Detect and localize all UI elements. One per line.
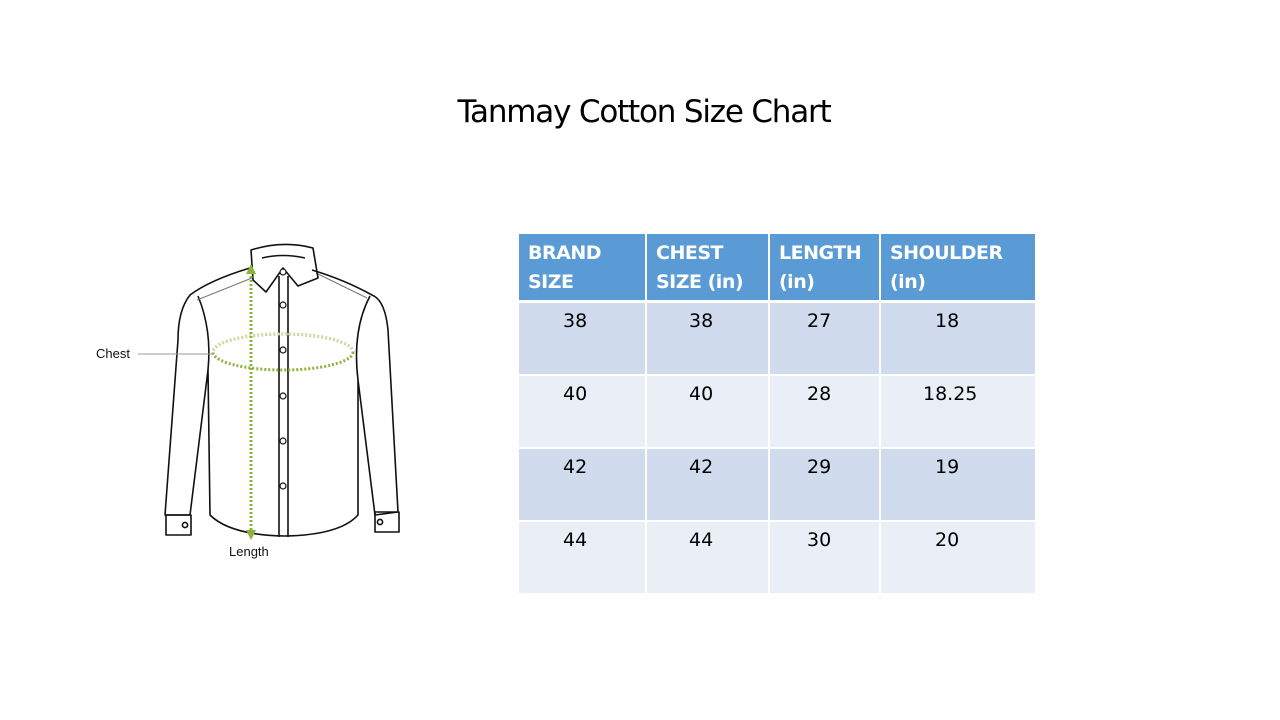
cell-shoulder: 18 (879, 300, 1037, 376)
cell-brand-size: 40 (517, 374, 647, 449)
cell-brand-size: 42 (517, 447, 647, 522)
arrow-up-icon (246, 264, 256, 274)
header-line: BRAND (528, 242, 602, 264)
header-line: LENGTH (779, 242, 862, 264)
cell-brand-size: 44 (517, 520, 647, 595)
length-label: Length (229, 544, 269, 559)
cell-length: 28 (768, 374, 881, 449)
shirt-body (164, 267, 399, 537)
header-line: SHOULDER (890, 242, 1003, 264)
header-line: SIZE (in) (656, 271, 744, 293)
table-row: 42 42 29 19 (517, 447, 1037, 522)
shirt-diagram (138, 243, 400, 540)
chest-label: Chest (96, 346, 130, 361)
header-line: (in) (779, 271, 815, 293)
cell-shoulder: 18.25 (879, 374, 1037, 449)
header-line: CHEST (656, 242, 723, 264)
cell-brand-size: 38 (517, 300, 647, 376)
header-chest-size: CHEST SIZE (in) (645, 232, 770, 303)
table-header-row: BRAND SIZE CHEST SIZE (in) LENGTH (in) SHOU… (517, 232, 1037, 303)
cell-length: 29 (768, 447, 881, 522)
cell-chest: 44 (645, 520, 770, 595)
page-title: Tanmay Cotton Size Chart (457, 94, 831, 130)
header-brand-size: BRAND SIZE (517, 232, 647, 303)
header-length: LENGTH (in) (768, 232, 881, 303)
arrow-down-icon (246, 530, 256, 540)
size-table: BRAND SIZE CHEST SIZE (in) LENGTH (in) SHOU… (517, 232, 1037, 595)
cell-chest: 40 (645, 374, 770, 449)
table-row: 38 38 27 18 (517, 300, 1037, 376)
cell-length: 30 (768, 520, 881, 595)
cell-chest: 42 (645, 447, 770, 522)
cell-length: 27 (768, 300, 881, 376)
cell-shoulder: 20 (879, 520, 1037, 595)
cell-shoulder: 19 (879, 447, 1037, 522)
table-row: 44 44 30 20 (517, 520, 1037, 595)
header-shoulder: SHOULDER (in) (879, 232, 1037, 303)
cell-chest: 38 (645, 300, 770, 376)
header-line: (in) (890, 271, 926, 293)
header-line: SIZE (528, 271, 574, 293)
table-row: 40 40 28 18.25 (517, 374, 1037, 449)
